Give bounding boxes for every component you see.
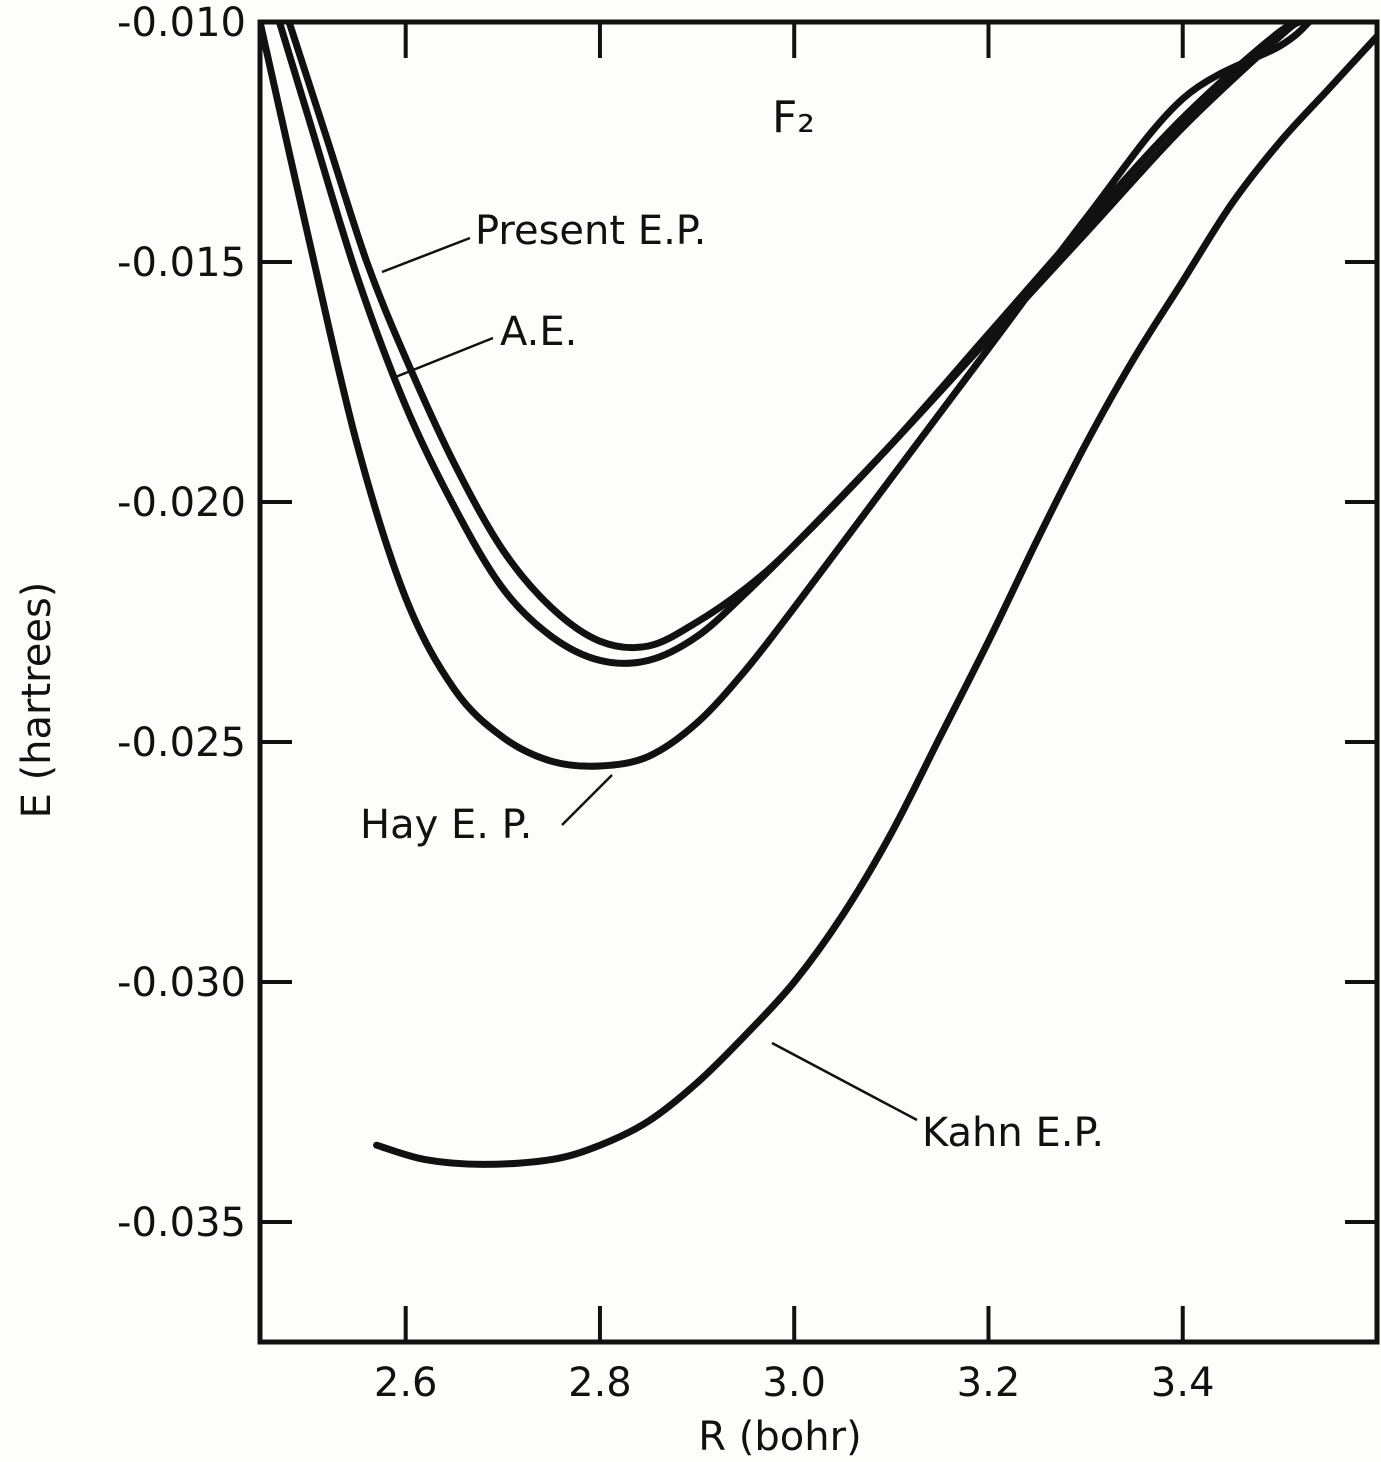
leader-hay-ep [561,774,613,826]
x-axis-title: R (bohr) [698,1414,861,1460]
curve-present-ep [285,22,1313,652]
leader-ae [392,336,494,380]
curve-ae [275,22,1303,667]
series-label-kahn-ep: Kahn E.P. [922,1110,1104,1156]
x-tick-label: 3.0 [762,1360,826,1406]
series-label-ae: A.E. [500,309,577,355]
y-tick-label: -0.025 [117,720,246,766]
y-axis-title: E (hartrees) [14,582,60,819]
curves [260,22,1377,1168]
x-tick-label: 3.2 [957,1360,1021,1406]
plot-area-border [257,19,1380,1345]
y-tick-label: -0.030 [117,960,246,1006]
leader-kahn-ep [771,1041,918,1122]
y-tick-label: -0.035 [117,1200,246,1246]
label-leaders [381,236,918,1122]
axis-ticks: 2.6 2.8 3.0 3.2 3.4 -0.010 -0.015 -0.020 -0.025 -… [117,0,1377,1406]
series-label-present-ep: Present E.P. [475,208,706,254]
series-label-hay-ep: Hay E. P. [360,802,532,848]
curve-kahn-ep [373,32,1377,1168]
curve-hay-ep [260,22,1313,770]
x-tick-label: 3.4 [1151,1360,1215,1406]
x-tick-label: 2.8 [568,1360,632,1406]
x-tick-label: 2.6 [374,1360,438,1406]
y-tick-label: -0.010 [117,0,246,46]
y-tick-label: -0.020 [117,480,246,526]
plot-title: F₂ [772,92,815,143]
plot-frame [257,19,1380,1345]
leader-present-ep [381,236,471,274]
labels: F₂ R (bohr) E (hartrees) Present E.P. A.… [14,92,1104,1460]
y-tick-label: -0.015 [117,240,246,286]
